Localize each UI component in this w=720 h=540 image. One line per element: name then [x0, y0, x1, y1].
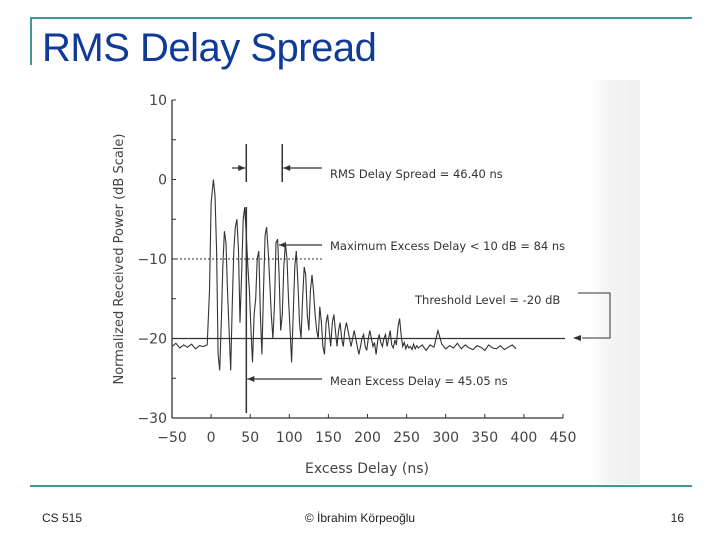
- footer-course: CS 515: [42, 511, 83, 525]
- x-tick-label: 250: [393, 430, 420, 446]
- title-left-rule: [30, 17, 32, 65]
- y-tick-label: 0: [158, 173, 167, 189]
- max-excess-arrow-head: [279, 242, 286, 248]
- max-excess-delay-label: Maximum Excess Delay < 10 dB = 84 ns: [330, 239, 565, 253]
- x-tick-label: 50: [241, 430, 259, 446]
- chart-annotations: RMS Delay Spread = 46.40 ns Maximum Exces…: [232, 144, 611, 388]
- y-tick-label: −20: [137, 332, 167, 348]
- rms-left-arrow-head: [238, 165, 246, 171]
- threshold-bracket: [578, 292, 611, 339]
- x-tick-label: 400: [511, 430, 538, 446]
- x-tick-label: 150: [315, 430, 342, 446]
- footer-page-number: 16: [670, 511, 684, 525]
- x-tick-label: 200: [354, 430, 381, 446]
- y-tick-label: −10: [137, 252, 167, 268]
- y-tick-label: −30: [137, 411, 167, 427]
- rms-delay-spread-label: RMS Delay Spread = 46.40 ns: [330, 167, 503, 181]
- mean-excess-delay-label: Mean Excess Delay = 45.05 ns: [330, 374, 508, 388]
- x-tick-label: 100: [276, 430, 303, 446]
- title-top-rule: [30, 17, 692, 19]
- x-tick-label: −50: [157, 430, 187, 446]
- y-axis-label: Normalized Received Power (dB Scale): [112, 134, 127, 385]
- chart-axes: 100−10−20−30−50 0 50 100 150 200 250 300 350 400 4…: [137, 93, 576, 446]
- y-tick-label: 10: [149, 93, 167, 109]
- rms-right-arrow-head: [283, 165, 291, 171]
- delay-profile-figure: [88, 80, 640, 484]
- scanned-page-edge: [590, 80, 640, 484]
- x-tick-label: 450: [550, 430, 577, 446]
- threshold-bracket-head: [573, 335, 581, 341]
- footer-author: © İbrahim Körpeoğlu: [304, 511, 416, 525]
- x-tick-label: 300: [432, 430, 459, 446]
- x-axis-label: Excess Delay (ns): [305, 461, 429, 477]
- mean-excess-arrow-head: [247, 376, 255, 382]
- x-tick-label: 350: [471, 430, 498, 446]
- x-tick-label: 0: [207, 430, 216, 446]
- signal-trace: [171, 179, 517, 371]
- threshold-label: Threshold Level = -20 dB: [414, 293, 560, 307]
- slide-title: RMS Delay Spread: [42, 26, 377, 70]
- footer-rule: [30, 485, 692, 487]
